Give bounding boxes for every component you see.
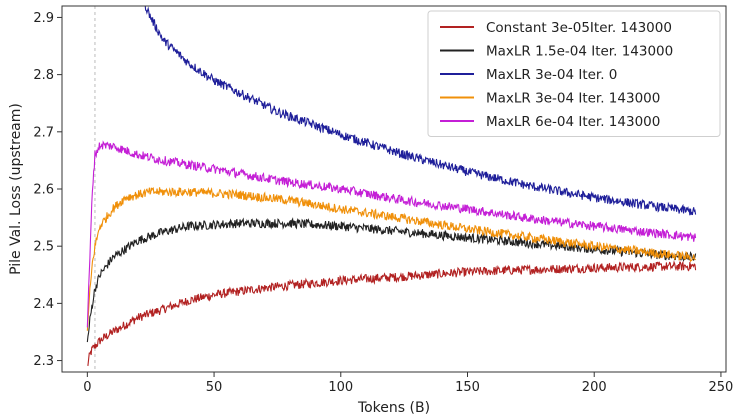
x-tick-label: 0 [83, 380, 91, 395]
x-tick-label: 100 [328, 380, 353, 395]
legend-box [427, 10, 721, 137]
legend-label: MaxLR 3e-04 Iter. 0 [486, 67, 617, 83]
y-axis-label: Pile Val. Loss (upstream) [8, 103, 24, 275]
x-tick-label: 50 [206, 380, 223, 395]
x-tick-label: 250 [709, 380, 734, 395]
series-line-5 [86, 140, 697, 328]
y-axis-ticks: 2.3 2.4 2.5 2.6 2.7 2.8 2.9 [33, 11, 62, 369]
y-tick-label: 2.3 [33, 354, 54, 369]
x-tick-label: 150 [455, 380, 480, 395]
legend: Constant 3e-05Iter. 143000 MaxLR 1.5e-04 … [427, 10, 721, 137]
series-layer [86, 6, 697, 367]
y-tick-label: 2.7 [33, 125, 54, 140]
y-tick-label: 2.6 [33, 183, 54, 198]
legend-label: MaxLR 3e-04 Iter. 143000 [486, 91, 660, 107]
legend-label: MaxLR 6e-04 Iter. 143000 [486, 114, 660, 130]
x-axis-ticks: 0 50 100 150 200 250 [83, 372, 733, 395]
x-tick-label: 200 [582, 380, 607, 395]
y-tick-label: 2.5 [33, 240, 54, 255]
y-tick-label: 2.9 [33, 11, 54, 26]
legend-label: Constant 3e-05Iter. 143000 [486, 20, 672, 36]
y-tick-label: 2.8 [33, 68, 54, 83]
series-line-1 [87, 260, 697, 367]
legend-label: MaxLR 1.5e-04 Iter. 143000 [486, 44, 673, 60]
x-axis-label: Tokens (B) [357, 400, 430, 416]
series-line-2 [86, 217, 697, 343]
series-line-3 [144, 6, 697, 216]
y-tick-label: 2.4 [33, 297, 54, 312]
series-line-4 [86, 186, 697, 331]
